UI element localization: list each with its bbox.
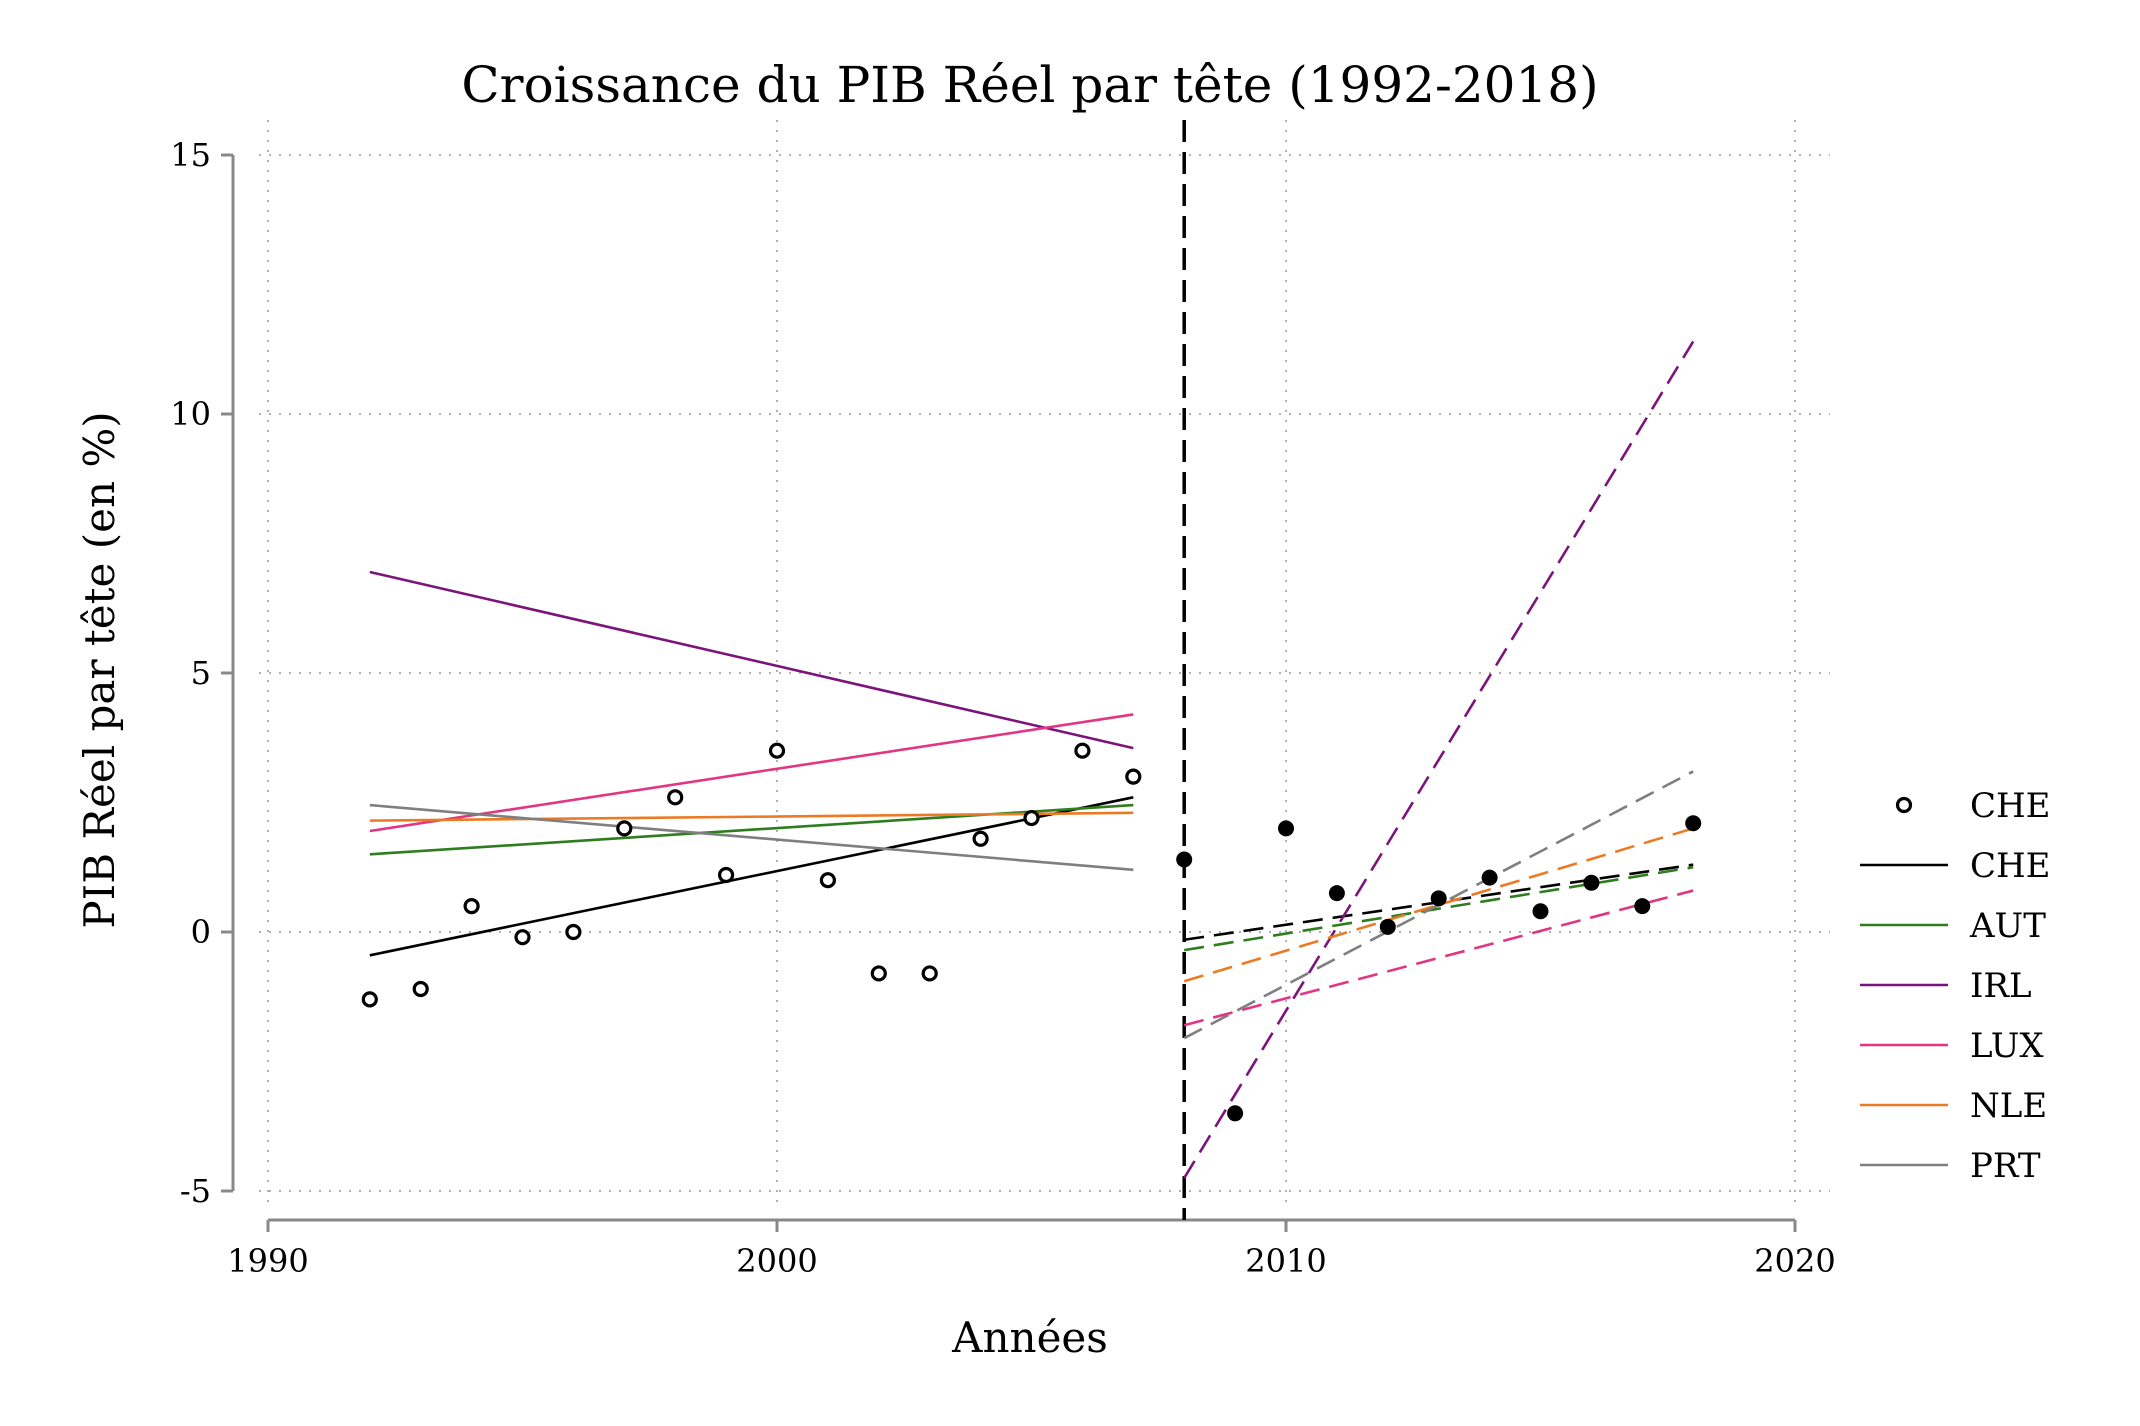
scatter-point-hollow bbox=[1074, 742, 1091, 759]
scatter-point-hollow bbox=[921, 965, 938, 982]
scatter-point-filled bbox=[1532, 903, 1549, 920]
scatter-point-filled bbox=[1176, 851, 1193, 868]
scatter-point-filled bbox=[1430, 890, 1447, 907]
scatter-point-hollow bbox=[667, 789, 684, 806]
legend: CHE CHE AUT IRL LUX NLE PRT bbox=[1860, 786, 2050, 1186]
x-tick-label: 2020 bbox=[1754, 1242, 1835, 1280]
legend-label-che: CHE bbox=[1970, 846, 2050, 886]
chart-title: Croissance du PIB Réel par tête (1992-20… bbox=[461, 56, 1598, 114]
y-tick-label: 15 bbox=[170, 136, 211, 174]
grid-layer bbox=[259, 120, 1830, 1206]
y-tick-label: 10 bbox=[170, 395, 211, 433]
legend-label-irl: IRL bbox=[1970, 966, 2032, 1006]
scatter-point-hollow bbox=[514, 929, 531, 946]
y-tick-label: -5 bbox=[180, 1172, 211, 1210]
y-axis-label: PIB Réel par tête (en %) bbox=[75, 411, 124, 928]
scatter-point-hollow bbox=[463, 897, 480, 915]
x-tick-label: 2010 bbox=[1245, 1242, 1326, 1280]
legend-label-scatter: CHE bbox=[1970, 786, 2050, 826]
scatter-point-filled bbox=[1685, 815, 1702, 832]
y-tick-label: 0 bbox=[191, 913, 211, 951]
scatter-point-hollow bbox=[972, 830, 989, 847]
scatter-point-hollow bbox=[717, 866, 735, 884]
scatter-point-hollow bbox=[565, 923, 582, 941]
legend-label-nle: NLE bbox=[1970, 1086, 2047, 1126]
trend-line-post-lux bbox=[1183, 889, 1694, 1027]
trend-line-pre-prt bbox=[369, 803, 1134, 872]
x-axis-label: Années bbox=[951, 1313, 1108, 1362]
legend-label-lux: LUX bbox=[1970, 1026, 2044, 1066]
scatter-point-filled bbox=[1583, 874, 1600, 891]
scatter-point-hollow bbox=[412, 980, 429, 998]
scatter-point-filled bbox=[1379, 918, 1396, 935]
trend-line-post-irl bbox=[1183, 340, 1695, 1179]
scatter-point-hollow bbox=[361, 991, 378, 1008]
legend-label-aut: AUT bbox=[1969, 906, 2046, 946]
trend-line-pre-lux bbox=[369, 713, 1134, 833]
scatter-point-filled bbox=[1227, 1105, 1244, 1122]
legend-label-prt: PRT bbox=[1970, 1146, 2041, 1186]
x-tick-label: 1990 bbox=[227, 1242, 308, 1280]
trend-lines-layer bbox=[369, 120, 1695, 1220]
x-tick-label: 2000 bbox=[736, 1242, 817, 1280]
scatter-point-hollow bbox=[768, 742, 786, 759]
scatter-point-filled bbox=[1278, 820, 1294, 837]
scatter-point-filled bbox=[1634, 898, 1651, 915]
scatter-points-layer bbox=[361, 742, 1702, 1122]
scatter-point-hollow bbox=[616, 820, 633, 837]
scatter-point-hollow bbox=[1023, 809, 1040, 827]
scatter-point-filled bbox=[1481, 869, 1498, 886]
legend-marker-scatter bbox=[1895, 796, 1913, 814]
trend-line-pre-nle bbox=[369, 811, 1134, 822]
trend-line-pre-irl bbox=[369, 570, 1134, 750]
scatter-point-hollow bbox=[819, 872, 837, 889]
scatter-point-filled bbox=[1328, 885, 1345, 902]
trend-line-post-aut bbox=[1183, 865, 1694, 952]
y-tick-label: 5 bbox=[191, 654, 211, 692]
scatter-point-hollow bbox=[1125, 768, 1142, 785]
trend-line-pre-che bbox=[369, 796, 1134, 957]
scatter-point-hollow bbox=[870, 965, 887, 982]
axes-layer: -5 0 5 10 15 1990 2000 2010 2020 bbox=[170, 136, 1835, 1280]
